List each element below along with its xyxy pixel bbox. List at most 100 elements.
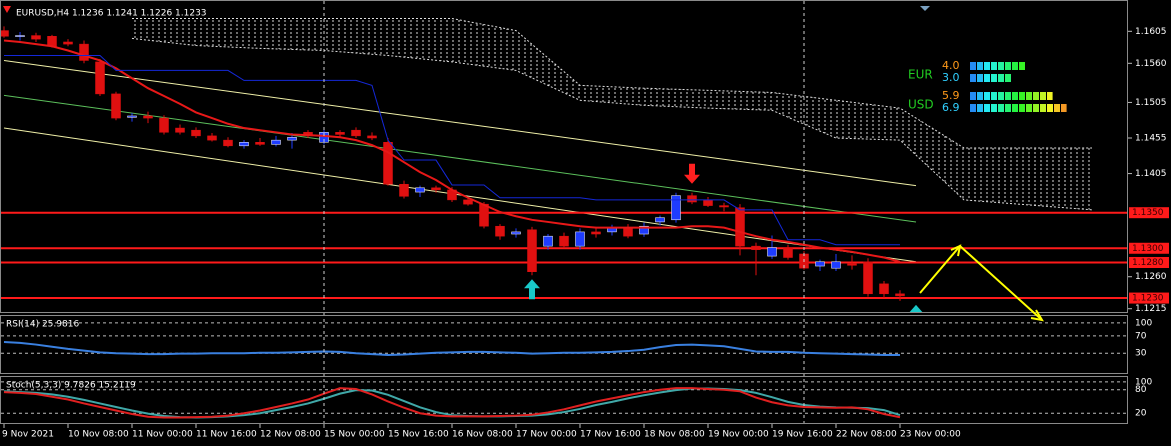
strength-block <box>1054 104 1060 112</box>
strength-block <box>984 74 990 82</box>
candle-body <box>623 227 633 237</box>
indicator-panels: RSI(14) 25.9816 Stoch(5,3,3) 9.7826 15.21… <box>1 320 1128 419</box>
strength-block <box>977 104 983 112</box>
candle-body <box>287 137 297 141</box>
candle-body <box>271 139 281 145</box>
strength-block <box>970 92 976 100</box>
y-tick-label: 1.1455 <box>1135 134 1167 144</box>
oscillator-line <box>3 387 901 419</box>
cloud-lower <box>131 37 1093 211</box>
arrow-head <box>950 244 962 257</box>
signal-arrow <box>684 163 700 184</box>
candle-body <box>463 199 473 205</box>
strength-block <box>1033 92 1039 100</box>
candle-body <box>111 93 121 119</box>
candle-body <box>223 139 233 147</box>
strength-block <box>970 104 976 112</box>
level-label: 1.1350 <box>1132 208 1164 218</box>
x-tick-label: 12 Nov 08:00 <box>260 430 321 440</box>
level-label: 1.1280 <box>1132 258 1164 268</box>
candle-body <box>687 195 697 203</box>
candle-body <box>351 129 361 137</box>
candle-body <box>415 187 425 193</box>
strength-block <box>1047 104 1053 112</box>
candle-body <box>31 35 41 40</box>
strength-block <box>1005 62 1011 70</box>
strength-block <box>998 92 1004 100</box>
strength-bar <box>970 104 1067 112</box>
panel-tick-label: 100 <box>1135 318 1152 328</box>
level-label: 1.1300 <box>1132 244 1164 254</box>
strength-block <box>1061 104 1067 112</box>
strength-block <box>991 74 997 82</box>
projection-arrows <box>919 244 1044 322</box>
strength-block <box>1019 104 1025 112</box>
price-frame <box>0 0 1128 313</box>
strength-block <box>984 92 990 100</box>
candle-body <box>127 115 137 118</box>
strength-block <box>1047 92 1053 100</box>
strength-value: 4.0 <box>942 59 960 72</box>
strength-block <box>1005 104 1011 112</box>
x-tick-label: 10 Nov 08:00 <box>68 430 129 440</box>
strength-block <box>1040 92 1046 100</box>
candle-body <box>527 229 537 272</box>
candle-body <box>143 115 153 119</box>
x-tick-label: 16 Nov 08:00 <box>452 430 513 440</box>
strength-block <box>984 62 990 70</box>
x-tick-label: 11 Nov 16:00 <box>196 430 257 440</box>
candle-body <box>863 261 873 295</box>
y-tick-label: 1.1260 <box>1135 272 1167 282</box>
panel-label: RSI(14) 25.9816 <box>6 320 79 330</box>
arrow-head <box>1030 309 1044 322</box>
strength-bar <box>970 62 1025 70</box>
strength-block <box>1019 62 1025 70</box>
rsi-frame <box>0 315 1128 374</box>
strength-block <box>998 62 1004 70</box>
x-tick-label: 15 Nov 16:00 <box>388 430 449 440</box>
stoch-frame <box>0 376 1128 424</box>
strength-block <box>998 104 1004 112</box>
strength-block <box>991 104 997 112</box>
candle-body <box>15 35 25 37</box>
candle-body <box>895 293 905 297</box>
x-tick-label: 23 Nov 00:00 <box>900 430 961 440</box>
candle-body <box>479 203 489 227</box>
x-tick-label: 19 Nov 16:00 <box>772 430 833 440</box>
strength-block <box>991 62 997 70</box>
x-tick-label: 19 Nov 00:00 <box>708 430 769 440</box>
y-tick-label: 1.1605 <box>1135 27 1167 37</box>
candle-body <box>767 247 777 257</box>
chart-title: EURUSD,H4 1.1236 1.1241 1.1226 1.1233 <box>16 9 207 19</box>
strength-bar <box>970 92 1053 100</box>
panel-tick-label: 100 <box>1135 377 1152 387</box>
indicator-line <box>3 39 901 263</box>
strength-bar <box>970 74 1011 82</box>
panel-frames <box>0 0 1128 424</box>
y-tick-label: 1.1505 <box>1135 98 1167 108</box>
strength-block <box>991 92 997 100</box>
strength-block <box>1005 92 1011 100</box>
candle-body <box>575 231 585 247</box>
strength-value: 3.0 <box>942 71 960 84</box>
candle-body <box>335 132 345 135</box>
candle-body <box>879 283 889 295</box>
signal-arrow <box>524 279 540 300</box>
strength-block <box>1026 104 1032 112</box>
panel-tick-label: 70 <box>1135 331 1147 341</box>
candle-body <box>63 41 73 45</box>
candle-body <box>0 30 9 37</box>
strength-block <box>1012 62 1018 70</box>
panel-tick-label: 30 <box>1135 349 1147 359</box>
strength-block <box>1026 92 1032 100</box>
x-tick-label: 17 Nov 16:00 <box>580 430 641 440</box>
candle-body <box>815 261 825 267</box>
candle-body <box>639 225 649 235</box>
candle-body <box>847 263 857 266</box>
candle-body <box>783 247 793 258</box>
strength-block <box>1019 92 1025 100</box>
indicator-line <box>4 54 900 246</box>
price-panel <box>0 17 1128 312</box>
